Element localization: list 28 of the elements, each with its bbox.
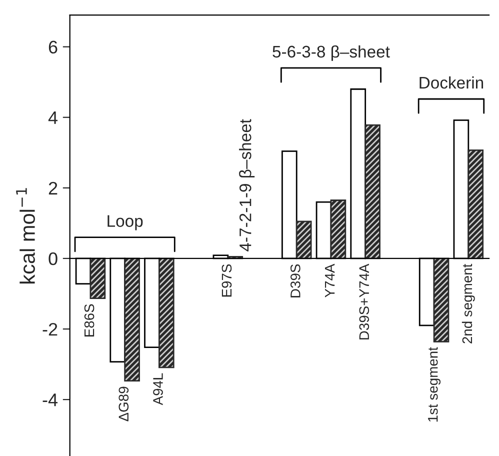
bar [124, 258, 140, 382]
y-tick-label: -4 [42, 394, 58, 406]
y-tick-label: 4 [48, 111, 58, 124]
y-tick-label: 6 [48, 40, 58, 54]
y-tick-label: -2 [42, 322, 58, 336]
annotation: 4-7-2-1-9 β–sheet [239, 119, 255, 252]
x-tick-label: ΔG89 [118, 386, 129, 422]
y-tick-label: 0 [48, 252, 58, 266]
y-axis-title: kcal mol$^{−1}$ [16, 188, 35, 284]
x-tick-label: A94L [153, 373, 163, 406]
y-tick-label: 2 [48, 182, 58, 194]
x-tick-label: 2nd segment [462, 264, 475, 344]
bar [330, 200, 346, 260]
bar [433, 258, 450, 342]
bar [364, 124, 380, 260]
x-tick-label: D39S [290, 264, 300, 298]
bar [296, 220, 312, 260]
x-tick-label: E86S [84, 304, 94, 336]
x-tick-label: 1st segment [428, 347, 441, 422]
annotation: Dockerin [420, 76, 484, 89]
bar [90, 258, 106, 300]
bar [158, 258, 174, 368]
bar [468, 149, 484, 260]
annotation: 5-6-3-8 β–sheet [272, 45, 390, 61]
annotation: Loop [108, 215, 143, 230]
x-tick-label: D39S+Y74A [359, 264, 370, 340]
x-tick-label: Y74A [325, 264, 335, 298]
x-tick-label: E97S [222, 264, 232, 297]
